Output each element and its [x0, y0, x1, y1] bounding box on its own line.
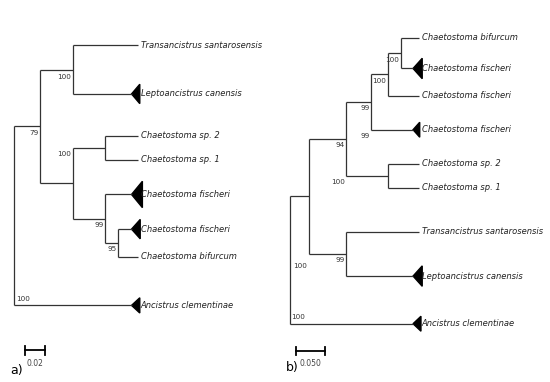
Text: 100: 100 [293, 264, 307, 269]
Text: 100: 100 [331, 179, 345, 185]
Text: 100: 100 [57, 151, 71, 157]
Text: Chaetostoma fischeri: Chaetostoma fischeri [422, 64, 511, 73]
Polygon shape [131, 84, 140, 104]
Text: 94: 94 [336, 142, 345, 148]
Text: 100: 100 [16, 296, 30, 302]
Text: Chaetostoma fischeri: Chaetostoma fischeri [141, 190, 230, 199]
Text: Leptoancistrus canensis: Leptoancistrus canensis [141, 89, 241, 99]
Text: Chaetostoma sp. 2: Chaetostoma sp. 2 [141, 131, 219, 140]
Text: Ancistrus clementinae: Ancistrus clementinae [422, 319, 515, 328]
Text: Chaetostoma sp. 1: Chaetostoma sp. 1 [141, 155, 219, 164]
Text: Transancistrus santarosensis: Transancistrus santarosensis [141, 41, 262, 50]
Text: Chaetostoma sp. 2: Chaetostoma sp. 2 [422, 159, 500, 168]
Polygon shape [413, 58, 422, 79]
Text: 99: 99 [95, 222, 104, 228]
Polygon shape [131, 181, 142, 208]
Text: 95: 95 [107, 246, 117, 253]
Text: Chaetostoma bifurcum: Chaetostoma bifurcum [141, 253, 236, 261]
Text: 100: 100 [57, 74, 71, 80]
Text: Chaetostoma fischeri: Chaetostoma fischeri [422, 91, 511, 100]
Text: Ancistrus clementinae: Ancistrus clementinae [141, 301, 234, 310]
Polygon shape [131, 298, 140, 313]
Text: Chaetostoma bifurcum: Chaetostoma bifurcum [422, 33, 518, 42]
Text: b): b) [286, 361, 299, 374]
Polygon shape [413, 266, 422, 286]
Text: 99: 99 [336, 257, 345, 263]
Text: a): a) [10, 364, 23, 377]
Text: Chaetostoma fischeri: Chaetostoma fischeri [422, 125, 511, 134]
Text: 99: 99 [360, 133, 370, 139]
Text: Transancistrus santarosensis: Transancistrus santarosensis [422, 227, 543, 236]
Text: 99: 99 [360, 105, 370, 112]
Polygon shape [413, 316, 421, 331]
Text: 79: 79 [29, 130, 38, 136]
Text: 100: 100 [385, 57, 399, 63]
Polygon shape [131, 219, 140, 239]
Text: 100: 100 [292, 314, 305, 320]
Text: 0.02: 0.02 [26, 359, 43, 368]
Text: 0.050: 0.050 [300, 359, 322, 369]
Text: Chaetostoma sp. 1: Chaetostoma sp. 1 [422, 183, 500, 192]
Text: Chaetostoma fischeri: Chaetostoma fischeri [141, 225, 230, 234]
Polygon shape [413, 122, 420, 137]
Text: 100: 100 [372, 78, 386, 84]
Text: Leptoancistrus canensis: Leptoancistrus canensis [422, 272, 522, 281]
